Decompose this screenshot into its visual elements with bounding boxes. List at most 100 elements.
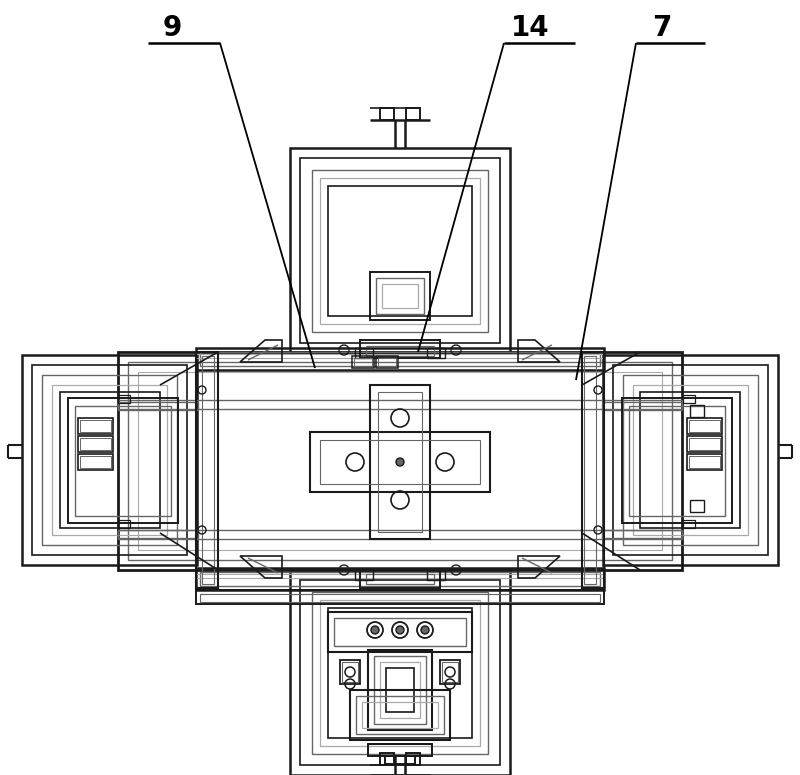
Bar: [380, 753, 394, 765]
Bar: [200, 572, 600, 586]
Bar: [32, 365, 187, 555]
Bar: [362, 702, 438, 728]
Bar: [128, 362, 672, 560]
Bar: [80, 438, 111, 450]
Bar: [368, 744, 432, 756]
Bar: [374, 656, 426, 724]
Bar: [687, 418, 722, 434]
Bar: [640, 392, 740, 528]
Bar: [328, 612, 472, 652]
Bar: [360, 340, 440, 358]
Circle shape: [396, 626, 404, 634]
Bar: [300, 580, 500, 765]
Bar: [360, 570, 440, 588]
Bar: [370, 272, 430, 320]
Bar: [80, 420, 111, 432]
Text: 7: 7: [652, 14, 672, 42]
Bar: [406, 108, 420, 120]
Bar: [622, 398, 732, 523]
Bar: [342, 662, 358, 682]
Bar: [118, 520, 130, 528]
Bar: [310, 432, 490, 492]
Circle shape: [396, 458, 404, 466]
Bar: [689, 438, 720, 450]
Bar: [200, 594, 600, 602]
Bar: [603, 355, 778, 565]
Bar: [118, 530, 682, 539]
Bar: [406, 753, 420, 765]
Bar: [354, 358, 372, 366]
Bar: [196, 348, 604, 370]
Bar: [427, 570, 445, 580]
Bar: [382, 284, 418, 308]
Bar: [52, 385, 167, 535]
Bar: [118, 402, 198, 410]
Bar: [380, 108, 394, 120]
Bar: [378, 358, 396, 366]
Circle shape: [371, 626, 379, 634]
Bar: [196, 590, 604, 604]
Bar: [334, 618, 466, 646]
Bar: [613, 365, 768, 555]
Bar: [629, 406, 725, 516]
Bar: [340, 660, 360, 684]
Bar: [118, 530, 198, 538]
Bar: [78, 454, 113, 470]
Text: 14: 14: [510, 14, 550, 42]
Bar: [689, 420, 720, 432]
Bar: [350, 690, 450, 740]
Bar: [118, 352, 682, 570]
Bar: [687, 436, 722, 452]
Bar: [320, 440, 480, 484]
Bar: [75, 406, 171, 516]
Bar: [290, 148, 510, 353]
Bar: [312, 592, 488, 754]
Bar: [376, 278, 424, 314]
Bar: [687, 454, 722, 470]
Bar: [78, 436, 113, 452]
Bar: [68, 398, 178, 523]
Bar: [386, 668, 414, 712]
Bar: [690, 405, 704, 417]
Bar: [584, 356, 596, 584]
Bar: [328, 608, 472, 738]
Bar: [368, 650, 432, 730]
Bar: [196, 568, 604, 590]
Bar: [355, 348, 373, 358]
Bar: [196, 352, 218, 588]
Bar: [440, 660, 460, 684]
Bar: [623, 375, 758, 545]
Bar: [312, 170, 488, 332]
Bar: [427, 348, 445, 358]
Bar: [378, 392, 422, 532]
Bar: [118, 395, 130, 403]
Bar: [320, 178, 480, 324]
Bar: [690, 500, 704, 512]
Bar: [602, 530, 682, 538]
Bar: [442, 662, 458, 682]
Bar: [683, 395, 695, 403]
Text: 9: 9: [162, 14, 182, 42]
Bar: [320, 600, 480, 746]
Bar: [118, 400, 682, 409]
Bar: [633, 385, 748, 535]
Bar: [80, 456, 111, 468]
Circle shape: [421, 626, 429, 634]
Bar: [22, 355, 197, 565]
Bar: [290, 570, 510, 775]
Bar: [200, 352, 600, 366]
Bar: [328, 186, 472, 316]
Bar: [689, 456, 720, 468]
Bar: [42, 375, 177, 545]
Bar: [355, 570, 373, 580]
Bar: [60, 392, 160, 528]
Bar: [683, 520, 695, 528]
Bar: [78, 418, 113, 434]
Bar: [582, 352, 604, 588]
Bar: [385, 756, 415, 764]
Bar: [366, 574, 434, 584]
Bar: [376, 356, 398, 368]
Bar: [370, 385, 430, 539]
Bar: [138, 372, 662, 550]
Bar: [300, 158, 500, 343]
